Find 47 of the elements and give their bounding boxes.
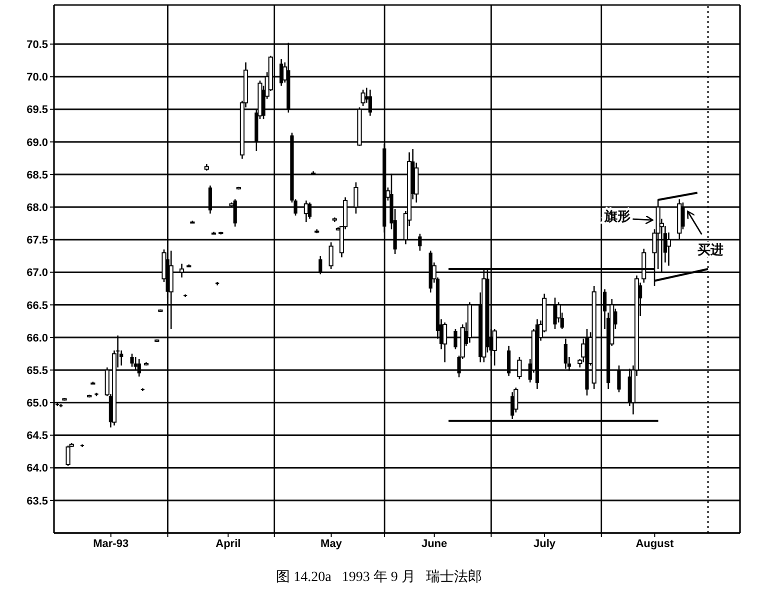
- y-tick-label: 67.5: [26, 234, 48, 247]
- candlestick: [233, 198, 237, 228]
- candlestick: [66, 445, 70, 467]
- candlestick: [368, 89, 372, 116]
- y-tick-label: 63.5: [26, 495, 48, 508]
- y-tick-label: 65.5: [26, 364, 48, 377]
- candlestick: [517, 356, 522, 380]
- candlestick: [553, 297, 557, 330]
- x-tick-label: June: [421, 538, 448, 550]
- candlestick: [360, 89, 366, 107]
- annotation: 买进: [698, 242, 724, 257]
- candlestick: [418, 233, 422, 252]
- annotation: 旗形: [604, 208, 631, 224]
- y-tick-label: 68.5: [26, 169, 48, 182]
- y-tick-label: 66.0: [26, 332, 48, 344]
- candlestick: [666, 232, 672, 266]
- candlestick: [564, 338, 568, 370]
- y-tick-label: 64.0: [26, 462, 48, 475]
- candlestick: [308, 202, 312, 220]
- candlestick: [454, 328, 458, 350]
- candlestick: [328, 242, 334, 270]
- y-tick-label: 68.0: [26, 202, 48, 214]
- candlestick: [318, 255, 322, 275]
- y-tick-label: 69.0: [26, 136, 48, 149]
- candlestick: [442, 322, 448, 363]
- caption: 图 14.20a 1993 年 9 月 瑞士法郎: [276, 570, 482, 585]
- y-tick-label: 64.5: [26, 430, 48, 442]
- candlestick: [134, 356, 138, 371]
- x-tick-label: Mar-93: [93, 538, 129, 550]
- x-tick-label: July: [534, 538, 556, 550]
- y-tick-label: 70.5: [26, 39, 48, 52]
- y-tick-label: 69.5: [26, 104, 48, 116]
- candlestick: [354, 182, 358, 214]
- y-tick-label: 67.0: [26, 267, 48, 280]
- candlestick: [506, 345, 511, 377]
- candlestick: [179, 263, 184, 278]
- candlestick: [681, 202, 685, 230]
- candlestick: [208, 184, 212, 214]
- x-tick-label: April: [216, 538, 241, 550]
- candlestick: [130, 353, 134, 368]
- candlestick: [617, 364, 621, 393]
- x-tick-label: August: [636, 538, 674, 550]
- x-tick-label: May: [320, 538, 343, 550]
- y-tick-label: 65.0: [26, 398, 48, 410]
- candlestick: [137, 358, 141, 378]
- y-tick-label: 66.5: [26, 300, 48, 312]
- y-tick-label: 70.0: [26, 72, 48, 84]
